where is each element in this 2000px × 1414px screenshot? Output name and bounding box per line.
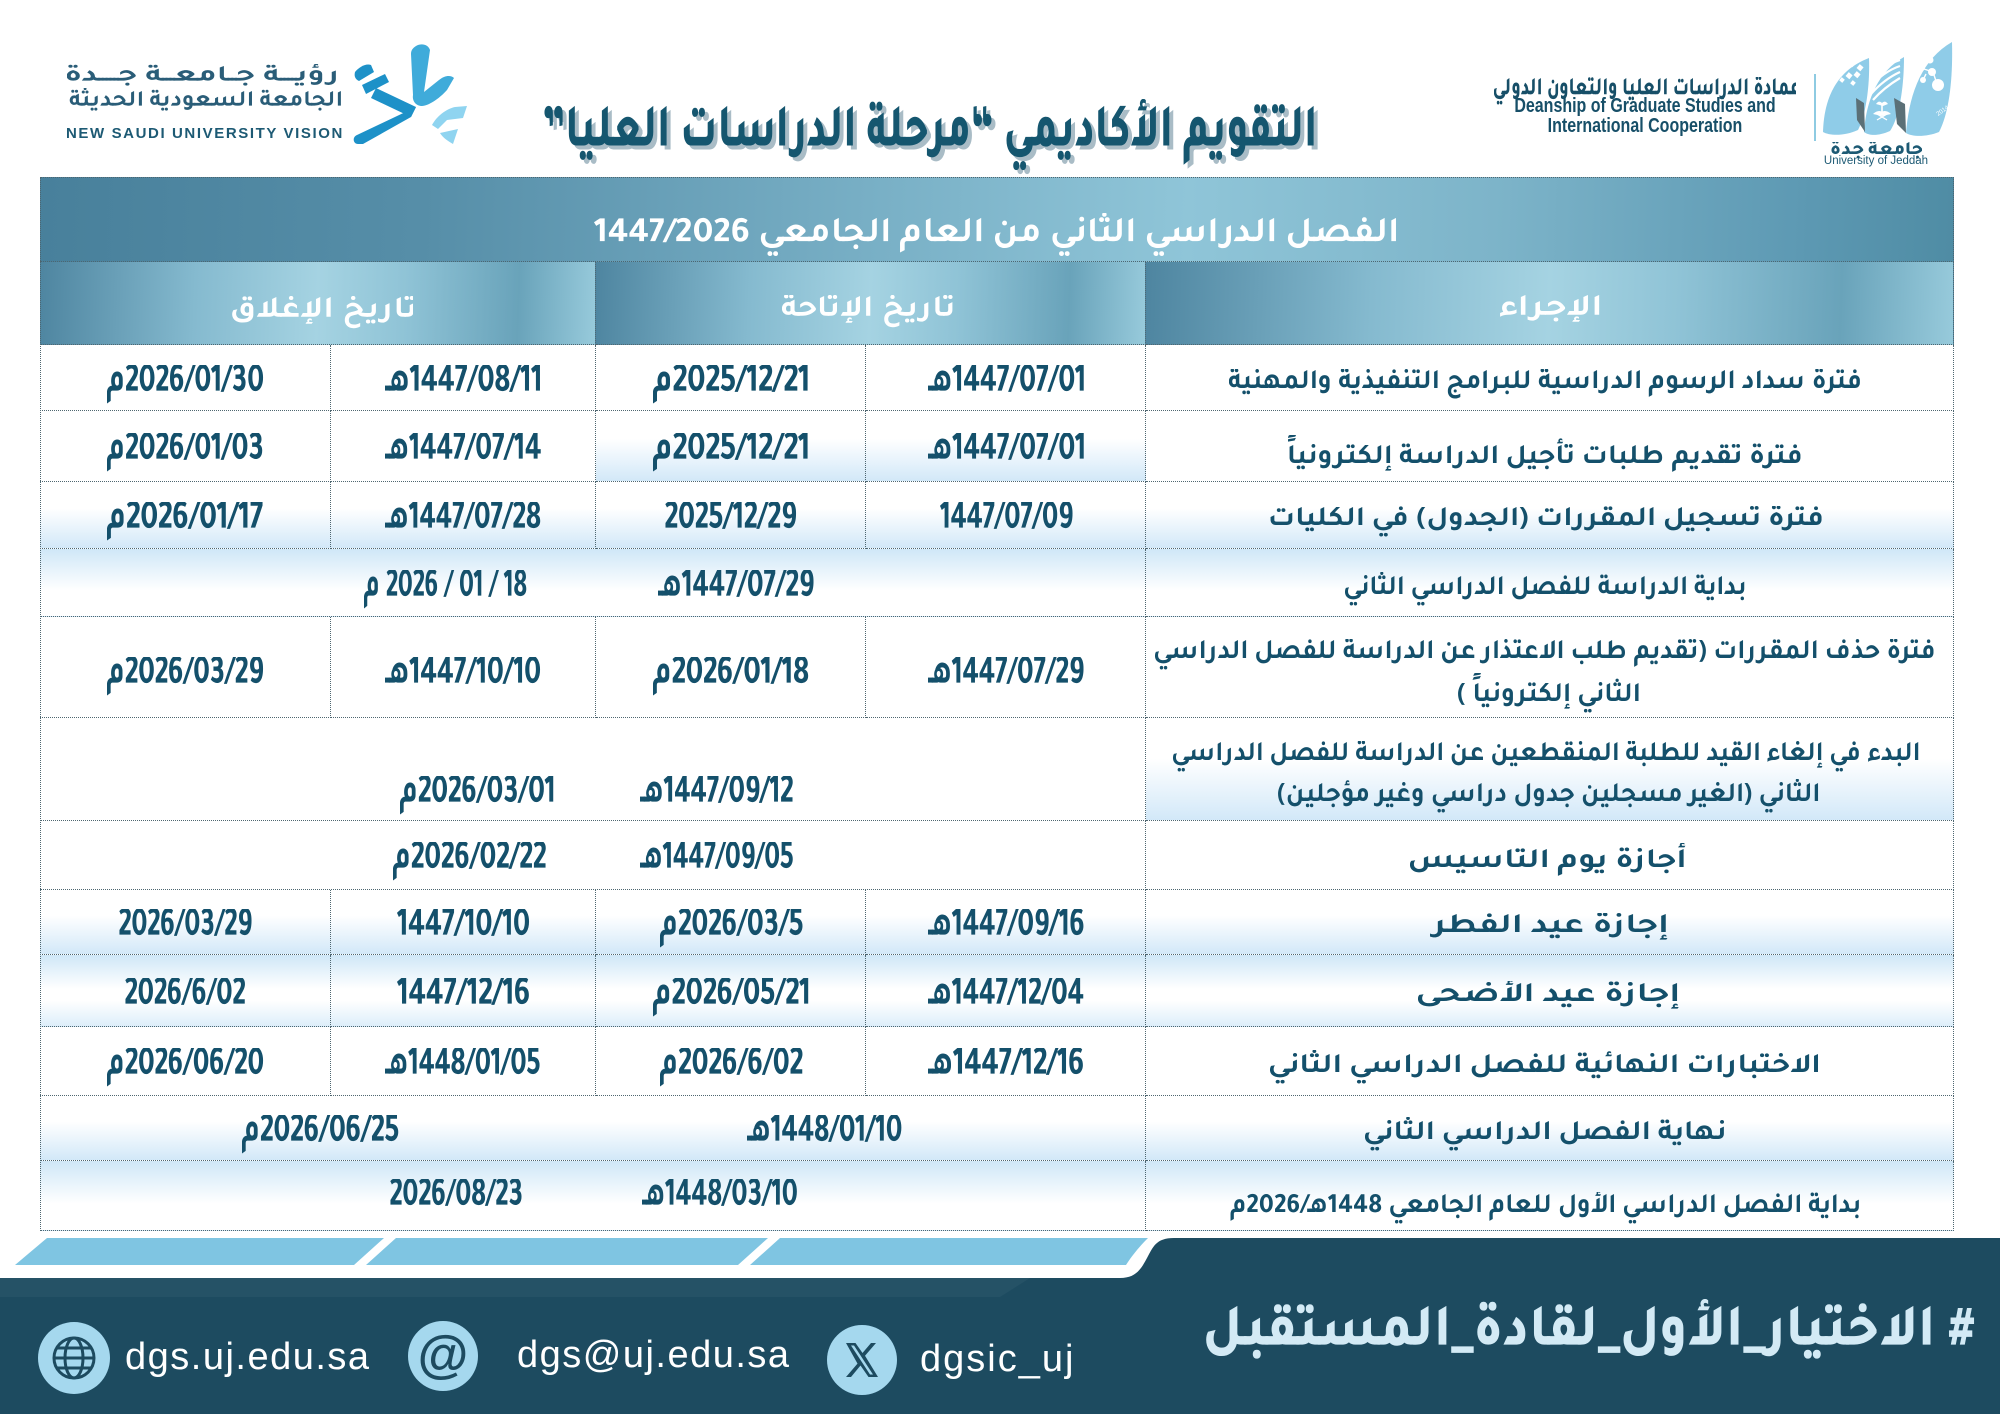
svg-text:@: @ <box>418 1326 469 1384</box>
